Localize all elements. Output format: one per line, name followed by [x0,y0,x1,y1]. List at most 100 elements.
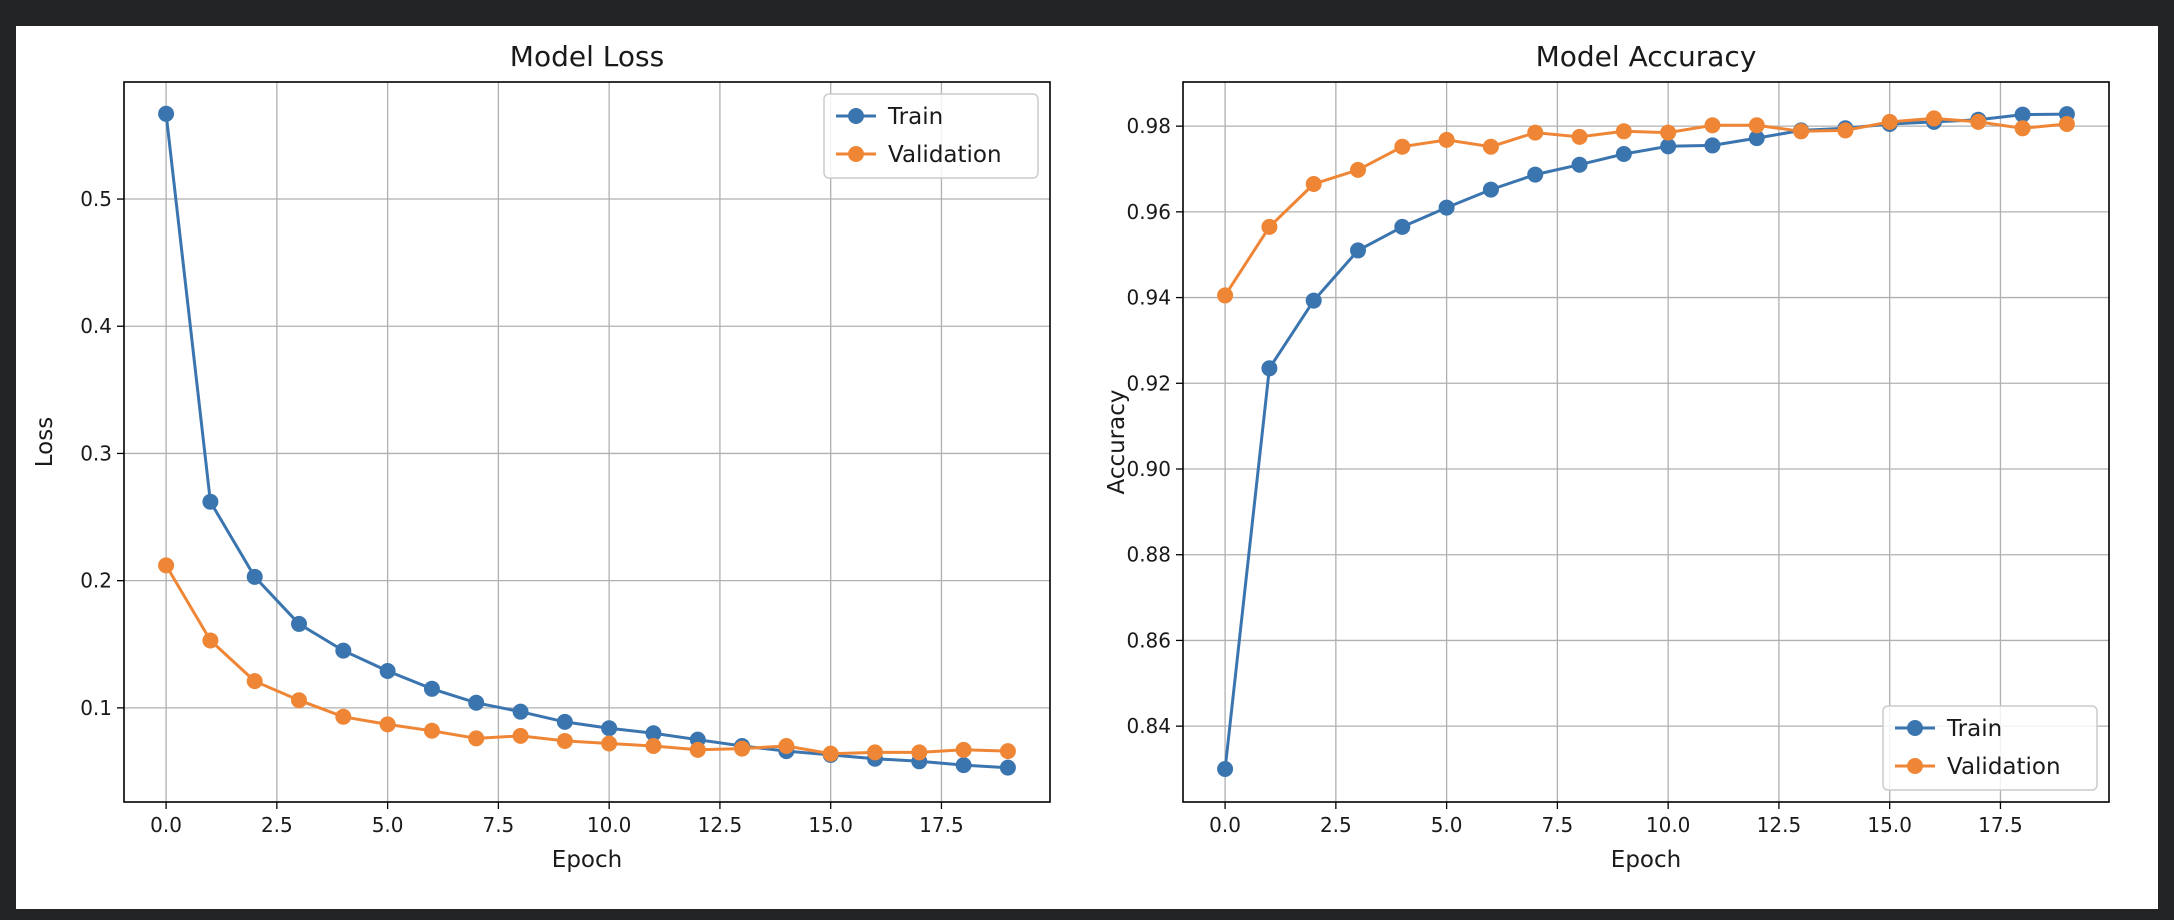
series-train [1217,106,2075,777]
data-point-train [291,615,308,632]
data-point-validation [1837,122,1854,139]
data-point-validation [1571,128,1588,145]
data-point-train [556,713,573,730]
y-tick-label: 0.2 [80,569,112,593]
y-tick-label: 0.98 [1126,114,1171,138]
series-train [158,105,1016,776]
x-tick-label: 0.0 [1209,813,1241,837]
data-point-train [1394,218,1411,235]
data-point-validation [379,716,396,733]
data-point-validation [955,741,972,758]
x-tick-label: 5.0 [372,813,404,837]
data-point-validation [423,722,440,739]
data-point-train [202,493,219,510]
x-tick-label: 12.5 [1757,813,1802,837]
data-point-train [246,568,263,585]
legend-marker-train [1907,720,1923,736]
legend-marker-validation [848,146,864,162]
legend-label-validation: Validation [888,142,1002,168]
data-point-validation [2014,120,2031,137]
y-tick-label: 0.3 [80,441,112,465]
x-tick-label: 17.5 [1978,813,2023,837]
x-tick-label: 7.5 [482,813,514,837]
data-point-train [1748,130,1765,147]
data-point-validation [1704,117,1721,134]
legend: Train Validation [1882,705,2098,791]
data-point-train [1615,146,1632,162]
x-tick-label: 15.0 [808,813,853,837]
x-tick-label: 7.5 [1541,813,1573,837]
data-point-validation [1615,123,1632,140]
y-tick-label: 0.88 [1126,543,1171,567]
series-validation [1217,110,2075,304]
data-point-validation [2058,116,2075,132]
data-point-validation [1793,123,1810,140]
y-tick-label: 0.96 [1126,200,1171,224]
axes-frame [1182,81,2110,803]
data-point-train [645,725,662,742]
y-tick-label: 0.92 [1126,371,1171,395]
legend-box [823,93,1039,179]
data-point-train [601,720,618,737]
x-tick-label: 10.0 [1646,813,1691,837]
data-point-validation [1970,113,1987,130]
chart-panel-2: 0.0 2.5 5.0 7.5 10.0 12.5 15.0 17.5 0.84 0.86 0.88… [1104,40,2110,873]
data-point-train [1350,242,1367,259]
data-point-validation [999,743,1016,760]
data-point-train [1261,360,1278,377]
legend-box [1882,705,2098,791]
chart-title: Model Accuracy [1536,40,1757,73]
data-point-train [1217,761,1234,777]
x-tick-label: 15.0 [1867,813,1912,837]
data-point-validation [512,727,529,744]
data-point-validation [202,632,219,649]
data-point-train [335,642,352,659]
y-axis-label: Accuracy [1104,389,1130,494]
chart-panel-1: 0.0 2.5 5.0 7.5 10.0 12.5 15.0 17.5 0.1 0.2 0.3 0.4… [32,40,1051,873]
series-line-train [164,113,1008,770]
data-point-validation [158,557,175,574]
data-point-validation [1394,138,1411,155]
data-point-train [1571,156,1588,173]
series-validation [158,557,1016,762]
x-tick-label: 5.0 [1431,813,1463,837]
data-point-train [1482,181,1499,198]
x-tick-label: 17.5 [919,813,964,837]
data-point-validation [822,745,839,762]
figure-canvas: 0.0 2.5 5.0 7.5 10.0 12.5 15.0 17.5 0.1 0.2 0.3 0.4… [16,26,2158,909]
data-point-train [379,662,396,679]
x-tick-label: 10.0 [587,813,632,837]
data-point-validation [556,732,573,749]
data-point-validation [1527,124,1544,141]
legend-label-train: Train [1946,716,2002,742]
series-line-validation [1223,116,2068,297]
x-tick-label: 0.0 [150,813,182,837]
data-point-train [468,694,485,711]
data-point-validation [645,738,662,755]
data-point-train [1438,199,1455,216]
data-point-validation [291,692,308,709]
axes-frame [123,81,1051,803]
data-point-validation [1925,110,1942,127]
data-point-validation [778,738,795,755]
x-tick-label: 2.5 [261,813,293,837]
data-point-train [423,680,440,697]
data-point-train [1704,137,1721,154]
training-history-figure: 0.0 2.5 5.0 7.5 10.0 12.5 15.0 17.5 0.1 0.2 0.3 0.4… [32,40,2110,873]
data-point-validation [1350,161,1367,178]
data-point-validation [468,730,485,747]
y-tick-label: 0.94 [1126,286,1171,310]
y-tick-label: 0.86 [1126,628,1171,652]
x-axis-label: Epoch [552,847,622,873]
data-point-train [158,105,175,122]
data-point-validation [1261,218,1278,235]
y-tick-label: 0.90 [1126,457,1171,481]
data-point-validation [1482,138,1499,155]
data-point-train [1305,292,1322,309]
data-point-train [999,759,1016,776]
x-tick-label: 12.5 [698,813,743,837]
legend: Train Validation [823,93,1039,179]
data-point-validation [689,741,706,758]
data-point-validation [335,708,352,725]
data-point-validation [1660,124,1677,141]
